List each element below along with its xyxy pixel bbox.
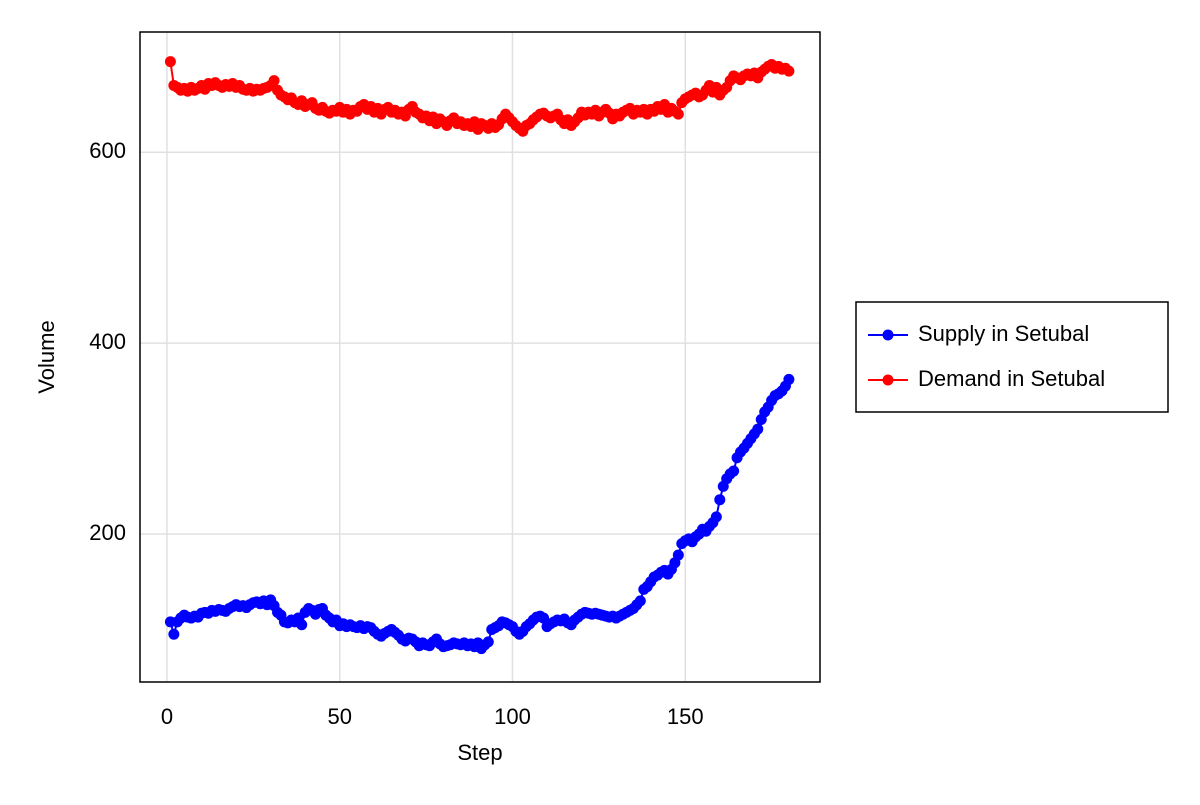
x-tick-label: 0 [161,704,173,729]
legend-label: Demand in Setubal [918,366,1105,391]
y-tick-label: 400 [89,329,126,354]
data-point [168,628,180,640]
data-point [752,423,764,435]
y-axis-label: Volume [34,320,59,393]
data-point [783,373,795,385]
data-point [672,549,684,561]
data-point [728,465,740,477]
data-point [296,619,308,631]
x-tick-label: 50 [327,704,351,729]
x-tick-label: 150 [667,704,704,729]
data-point [714,494,726,506]
y-tick-label: 600 [89,138,126,163]
y-tick-label: 200 [89,520,126,545]
x-tick-label: 100 [494,704,531,729]
legend-label: Supply in Setubal [918,321,1089,346]
data-point [672,108,684,120]
legend-marker [882,374,894,386]
data-point [710,511,722,523]
legend-box [855,301,1169,413]
data-point [783,65,795,77]
data-point [164,56,176,68]
legend-marker [882,329,894,341]
data-point [268,75,280,87]
x-axis-label: Step [457,740,502,765]
data-point [634,595,646,607]
plot-frame [139,31,821,683]
data-point [482,636,494,648]
